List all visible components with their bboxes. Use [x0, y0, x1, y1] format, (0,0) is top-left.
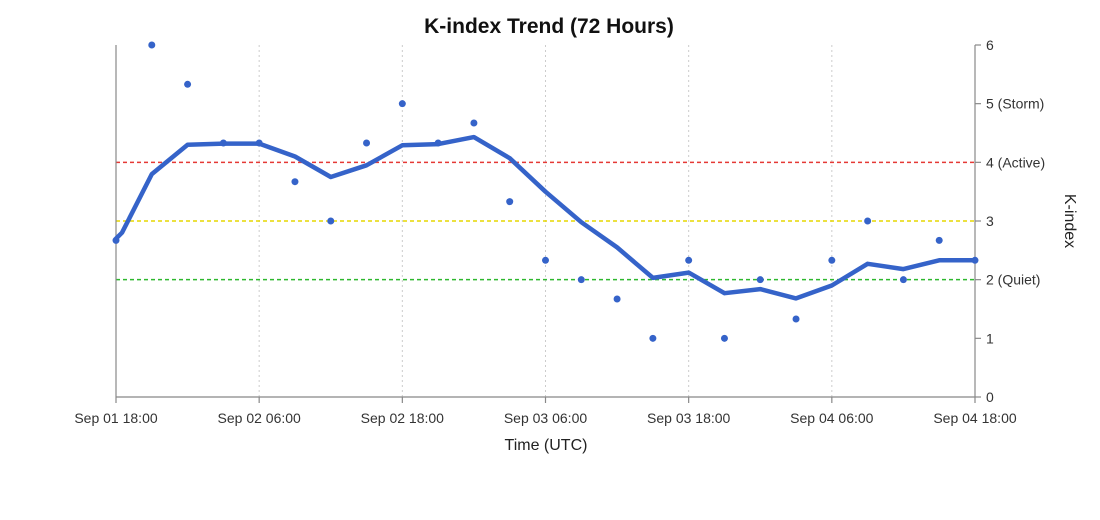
k-index-points-series [112, 41, 979, 342]
data-point-20 [828, 256, 836, 264]
data-point-0 [112, 236, 120, 244]
data-point-19 [792, 315, 800, 323]
x-axis-title: Time (UTC) [505, 437, 588, 454]
x-tick-label-5: Sep 04 06:00 [790, 410, 874, 426]
y-axis-ticks: 0 1 2 (Quiet) 3 4 (Active) 5 (Storm) 6 [975, 37, 1045, 405]
data-point-8 [398, 100, 406, 108]
y-tick-label-1: 1 [986, 330, 994, 346]
data-point-4 [255, 139, 263, 147]
x-tick-label-4: Sep 03 18:00 [647, 410, 731, 426]
data-point-10 [470, 119, 478, 127]
y-tick-label-2: 2 (Quiet) [986, 272, 1040, 288]
data-point-12 [542, 256, 549, 264]
data-point-2 [184, 80, 192, 88]
x-tick-label-0: Sep 01 18:00 [74, 410, 158, 426]
data-point-15 [649, 334, 657, 342]
y-tick-label-0: 0 [986, 389, 994, 405]
data-point-11 [506, 198, 514, 206]
y-tick-label-5: 5 (Storm) [986, 96, 1044, 112]
x-tick-label-1: Sep 02 06:00 [218, 410, 302, 426]
reference-lines [116, 161, 975, 281]
data-point-1 [148, 41, 156, 49]
y-tick-label-3: 3 [986, 213, 994, 229]
chart-title: K-index Trend (72 Hours) [424, 15, 674, 38]
data-point-16 [685, 256, 693, 264]
data-point-6 [327, 217, 335, 225]
data-point-9 [434, 139, 442, 147]
data-point-5 [291, 178, 299, 186]
y-axis-title: K-index [1061, 194, 1078, 248]
data-point-17 [720, 334, 728, 342]
x-tick-label-6: Sep 04 18:00 [933, 410, 1017, 426]
x-tick-label-3: Sep 03 06:00 [504, 410, 588, 426]
data-point-18 [756, 276, 764, 284]
data-point-24 [971, 256, 979, 264]
data-point-22 [899, 276, 907, 284]
y-tick-label-6: 6 [986, 37, 994, 53]
data-point-14 [613, 295, 621, 303]
data-point-7 [363, 139, 371, 147]
data-point-21 [864, 217, 872, 225]
x-tick-label-2: Sep 02 18:00 [361, 410, 445, 426]
y-tick-label-4: 4 (Active) [986, 154, 1045, 170]
data-point-23 [935, 236, 943, 244]
data-point-3 [219, 139, 227, 147]
data-point-13 [577, 276, 585, 284]
trend-line [113, 134, 978, 301]
trend-line-series [113, 134, 978, 301]
x-axis-ticks: Sep 01 18:00 Sep 02 06:00 Sep 02 18:00 Sep … [74, 397, 1017, 426]
